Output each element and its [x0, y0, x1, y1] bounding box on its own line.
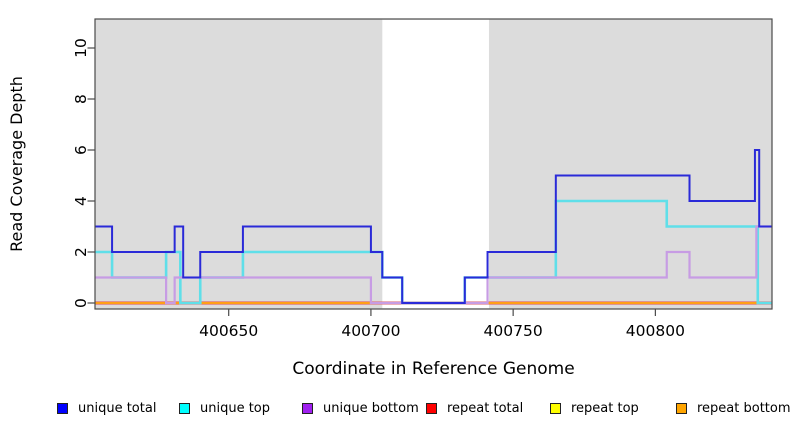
legend-item-unique-total: unique total [57, 399, 156, 417]
legend-item-repeat-top: repeat top [550, 399, 639, 417]
svg-text:2: 2 [72, 247, 90, 257]
legend-swatch-unique-bottom [302, 402, 313, 414]
svg-text:0: 0 [72, 298, 90, 308]
svg-text:400750: 400750 [484, 322, 543, 340]
y-axis-label: Read Coverage Depth [7, 76, 26, 252]
legend-swatch-repeat-bottom [676, 402, 687, 414]
legend-item-unique-bottom: unique bottom [302, 399, 419, 417]
x-axis-label: Coordinate in Reference Genome [292, 359, 575, 379]
legend-label: repeat total [447, 400, 524, 416]
legend-label: unique top [200, 400, 271, 416]
legend-item-repeat-total: repeat total [426, 399, 523, 417]
legend-swatch-unique-top [179, 402, 190, 414]
legend-item-unique-top: unique top [179, 399, 270, 417]
legend-swatch-unique-total [57, 402, 68, 414]
legend-swatch-repeat-total [426, 402, 437, 414]
svg-text:400650: 400650 [199, 322, 258, 340]
svg-text:400700: 400700 [341, 322, 400, 340]
legend-item-repeat-bottom: repeat bottom [676, 399, 791, 417]
legend-label: repeat top [571, 400, 639, 416]
legend-label: unique bottom [323, 400, 419, 416]
svg-text:400800: 400800 [626, 322, 685, 340]
svg-text:4: 4 [72, 196, 90, 206]
legend: unique total unique top unique bottom re… [0, 399, 792, 421]
svg-text:10: 10 [72, 38, 90, 58]
legend-label: unique total [78, 400, 157, 416]
svg-text:6: 6 [72, 145, 90, 155]
legend-label: repeat bottom [697, 400, 791, 416]
svg-text:8: 8 [72, 94, 90, 104]
legend-swatch-repeat-top [550, 402, 561, 414]
